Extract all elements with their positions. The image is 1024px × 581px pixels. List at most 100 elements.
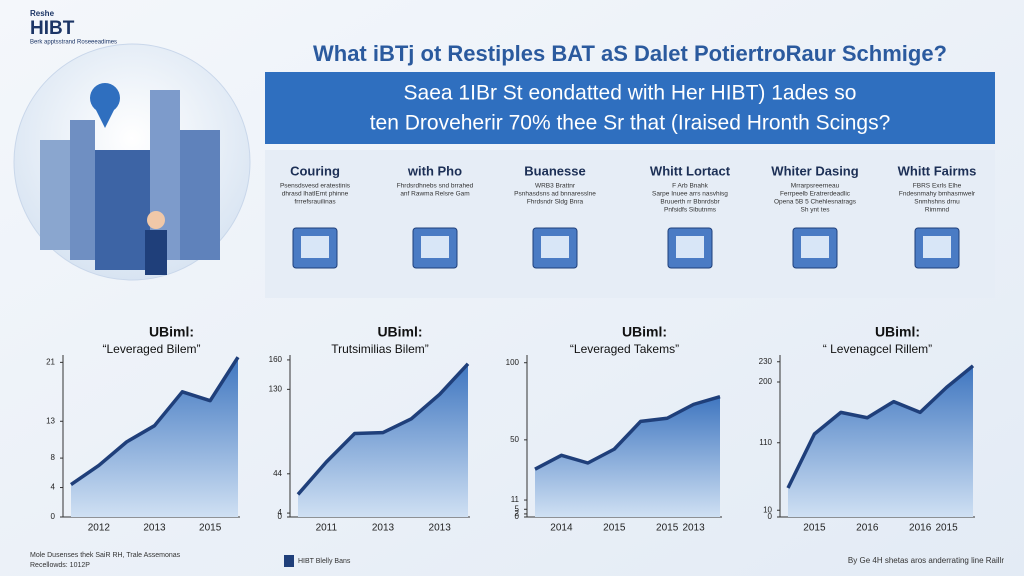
- footer-left: Recellowds: 1012P: [30, 562, 90, 569]
- feature-icon-detail: [301, 236, 329, 258]
- x-tick-label: 2011: [316, 523, 338, 534]
- y-tick-label: 4: [51, 483, 56, 492]
- y-tick-label: 2: [515, 509, 520, 518]
- banner-line: Saea 1IBr St eondatted with Her HIBT) 1a…: [404, 82, 857, 105]
- feature-icon-detail: [676, 236, 704, 258]
- x-tick-label: 2015: [199, 523, 222, 534]
- y-tick-label: 11: [511, 495, 520, 504]
- x-tick-label: 2016: [909, 523, 932, 534]
- line: [296, 362, 470, 496]
- y-tick-label: 21: [46, 357, 55, 366]
- feature-title: Whitt Lortact: [650, 163, 731, 178]
- area-fill: [535, 396, 720, 517]
- y-tick-label: 130: [269, 384, 283, 393]
- feature-text: Ferrpeelb Eratrerdeadlic: [780, 191, 851, 198]
- feature-title: with Pho: [407, 163, 462, 178]
- feature-text: Fndesnmahy bmhasmwelr: [899, 191, 976, 198]
- y-tick-label: 50: [510, 435, 519, 444]
- logo-top: Reshe: [30, 9, 55, 18]
- feature-text: F Arb Bnahk: [672, 183, 709, 190]
- feature-icon-detail: [541, 236, 569, 258]
- y-tick-label: 100: [506, 358, 520, 367]
- title: What iBTj ot Restiples BAT aS Dalet Poti…: [313, 41, 947, 66]
- feature-text: Pnfsidfs Sibutnms: [664, 207, 717, 214]
- y-tick-label: 110: [759, 438, 772, 447]
- feature-title: Whiter Dasing: [771, 163, 858, 178]
- building: [180, 130, 220, 260]
- y-tick-label: 44: [273, 469, 282, 478]
- x-tick-label: 2015: [935, 523, 958, 534]
- footer-icon: [284, 555, 294, 567]
- chart-title: UBiml:: [377, 324, 422, 340]
- line: [70, 356, 240, 487]
- pin: [95, 108, 115, 128]
- feature-icon-detail: [923, 236, 951, 258]
- y-tick-label: 10: [763, 505, 772, 514]
- feature-text: Bruuerth rr Bbnrdsbr: [660, 199, 720, 206]
- line: [786, 364, 975, 489]
- feature-text: Sh ynt tes: [801, 207, 831, 214]
- feature-text: Fhrdsrdhnebs snd brrahed: [397, 183, 474, 190]
- person: [145, 230, 167, 275]
- feature-text: anf Rawma Relsre Gam: [400, 191, 469, 198]
- y-tick-label: 0: [768, 512, 773, 521]
- y-tick-label: 13: [46, 416, 55, 425]
- y-tick-label: 0: [278, 512, 283, 521]
- feature-text: Mrrarpsreerneau: [791, 183, 840, 190]
- feature-icon-detail: [421, 236, 449, 258]
- chart-title: UBiml:: [622, 324, 667, 340]
- x-tick-label: 2013: [143, 523, 166, 534]
- x-tick-label: 2014: [550, 523, 573, 534]
- x-tick-label: 2013: [372, 523, 395, 534]
- building: [70, 120, 95, 260]
- y-tick-label: 0: [51, 512, 56, 521]
- logo: HIBT: [30, 18, 75, 39]
- banner-line: ten Droveherir 70% thee Sr that (Iraised…: [370, 112, 891, 135]
- feature-text: FBRS Exrls Elhe: [913, 183, 962, 190]
- x-tick-label: 2013: [429, 523, 452, 534]
- feature-text: Snmhshns drnu: [914, 199, 960, 206]
- feature-text: Rimmnd: [925, 207, 950, 214]
- footer-left: Mole Dusenses thek SaiR RH, Trale Assemo…: [30, 552, 181, 559]
- feature-text: Sarpe Inuee arrs nasvhisg: [652, 191, 728, 198]
- feature-title: Buanesse: [524, 163, 585, 178]
- footer-right: By Ge 4H shetas aros anderrating line Ra…: [848, 556, 1004, 565]
- banner: [265, 72, 995, 144]
- person-head: [147, 211, 165, 229]
- x-tick-label: 2016: [856, 523, 879, 534]
- x-tick-label: 2015: [656, 523, 679, 534]
- building: [40, 140, 70, 250]
- feature-panel: [265, 150, 995, 298]
- area-fill: [298, 363, 468, 517]
- logo-sub: Berk apptsstrand Roseeeadimes: [30, 40, 117, 46]
- chart-subtitle: “Leveraged Bilem”: [102, 342, 200, 356]
- y-tick-label: 4: [278, 508, 283, 517]
- feature-text: Opena 5B 5 Chehlesnatrags: [774, 199, 857, 206]
- chart-subtitle: Trutsimilias Bilem”: [331, 342, 429, 356]
- chart-subtitle: “ Levenagcel Rillem”: [823, 342, 932, 356]
- x-tick-label: 2015: [803, 523, 826, 534]
- y-tick-label: 0: [515, 512, 520, 521]
- y-tick-label: 160: [269, 355, 283, 364]
- pin: [90, 83, 120, 113]
- building: [95, 150, 150, 270]
- chart-title: UBiml:: [149, 324, 194, 340]
- feature-text: Fhrdsndr Sldg Bnra: [527, 199, 584, 206]
- feature-title: Couring: [290, 163, 340, 178]
- x-tick-label: 2012: [88, 523, 111, 534]
- chart-subtitle: “Leveraged Takems”: [570, 342, 679, 356]
- x-tick-label: 2015: [603, 523, 626, 534]
- feature-text: WRB3 Brattnr: [535, 183, 576, 190]
- x-tick-label: 2013: [682, 523, 705, 534]
- feature-title: Whitt Fairms: [898, 163, 977, 178]
- feature-text: dhrasd lhatlEmt phinne: [282, 191, 349, 198]
- area-fill: [788, 365, 973, 517]
- y-tick-label: 5: [515, 504, 520, 513]
- y-tick-label: 8: [51, 453, 56, 462]
- illustration: [13, 43, 251, 281]
- feature-text: frrrefsrauilinas: [294, 199, 336, 206]
- feature-text: Psensdsvesd eratestinis: [280, 183, 351, 190]
- y-tick-label: 200: [759, 377, 773, 386]
- feature-text: Psnhasdsns ad bnnaresslne: [514, 191, 596, 198]
